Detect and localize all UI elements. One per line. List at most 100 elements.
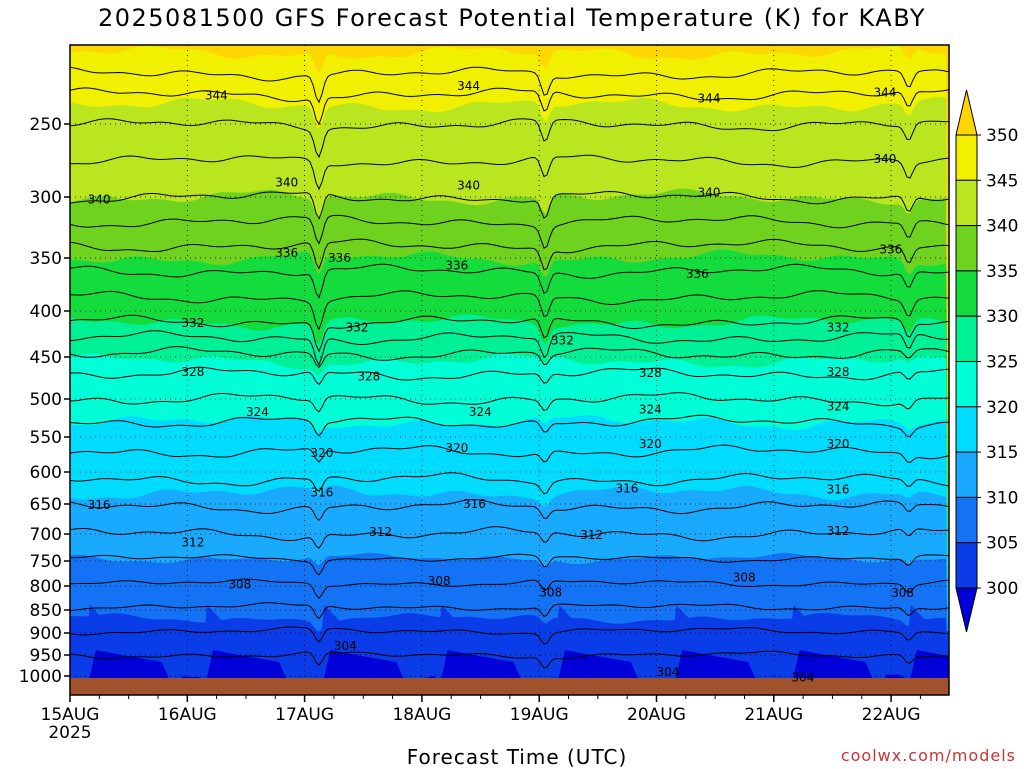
contour-label: 332 bbox=[346, 321, 369, 335]
contour-label: 304 bbox=[334, 639, 357, 653]
contour-346 bbox=[70, 87, 949, 126]
x-tick-label: 16AUG bbox=[158, 705, 217, 725]
colorbar-segment bbox=[955, 451, 978, 498]
y-tick-label: 500 bbox=[30, 390, 62, 410]
contour-330 bbox=[70, 314, 949, 353]
contour-label: 304 bbox=[791, 671, 814, 685]
colorbar-segment bbox=[955, 542, 978, 589]
contour-304 bbox=[70, 626, 949, 645]
chart-title: 2025081500 GFS Forecast Potential Temper… bbox=[97, 4, 927, 32]
contour-label: 324 bbox=[246, 405, 269, 419]
contour-label: 316 bbox=[615, 482, 638, 496]
contour-label: 320 bbox=[639, 437, 662, 451]
contour-label: 316 bbox=[463, 497, 486, 511]
y-tick-label: 400 bbox=[30, 302, 62, 322]
contour-label: 336 bbox=[686, 267, 709, 281]
contour-label: 332 bbox=[181, 316, 204, 330]
colorbar-segment bbox=[955, 361, 978, 408]
contour-308 bbox=[70, 578, 949, 599]
colorbar-label: 330 bbox=[986, 307, 1018, 327]
contour-label: 328 bbox=[827, 365, 850, 379]
contour-344 bbox=[70, 118, 949, 159]
x-tick-label: 21AUG bbox=[744, 705, 803, 725]
contour-label: 336 bbox=[275, 246, 298, 260]
contour-332 bbox=[70, 290, 949, 331]
y-tick-label: 1000 bbox=[19, 667, 62, 687]
colorbar-extend-bottom bbox=[955, 587, 978, 633]
contour-label: 340 bbox=[698, 186, 721, 200]
x-year-label: 2025 bbox=[48, 723, 91, 743]
contour-label: 320 bbox=[310, 446, 333, 460]
contour-306 bbox=[70, 602, 949, 620]
contour-label: 308 bbox=[428, 574, 451, 588]
contour-label: 340 bbox=[88, 192, 111, 206]
contour-334 bbox=[70, 263, 949, 299]
contour-label: 324 bbox=[469, 405, 492, 419]
x-tick-label: 22AUG bbox=[862, 705, 921, 725]
y-axis: 250 300 350 400 450 500 550 600 650 700 750 800 850 9… bbox=[19, 115, 70, 687]
contour-328 bbox=[70, 330, 949, 366]
y-tick-label: 700 bbox=[30, 525, 62, 545]
colorbar-label: 335 bbox=[986, 262, 1018, 282]
contour-labels: 344 344 344 344 340 340 340 340 340 336 336 336 336 3… bbox=[88, 79, 914, 685]
contour-label: 312 bbox=[580, 528, 603, 542]
y-tick-label: 950 bbox=[30, 646, 62, 666]
y-tick-label: 850 bbox=[30, 601, 62, 621]
colorbar-segment bbox=[955, 406, 978, 453]
contour-label: 336 bbox=[328, 251, 351, 265]
colorbar-segment bbox=[955, 134, 978, 181]
y-tick-label: 450 bbox=[30, 348, 62, 368]
y-tick-label: 750 bbox=[30, 552, 62, 572]
contour-label: 340 bbox=[457, 178, 480, 192]
contour-340 bbox=[70, 190, 949, 220]
contour-label: 324 bbox=[639, 403, 662, 417]
x-tick-label: 20AUG bbox=[627, 705, 686, 725]
contour-label: 336 bbox=[879, 242, 902, 256]
contour-label: 316 bbox=[310, 485, 333, 499]
x-tick-label: 15AUG bbox=[41, 705, 100, 725]
colorbar-label: 300 bbox=[986, 579, 1018, 599]
colorbar-label: 345 bbox=[986, 171, 1018, 191]
contour-320 bbox=[70, 414, 949, 438]
contour-324 bbox=[70, 366, 949, 386]
x-tick-label: 18AUG bbox=[392, 705, 451, 725]
contour-label: 304 bbox=[657, 665, 680, 679]
grid-lines bbox=[70, 45, 949, 695]
contour-label: 332 bbox=[551, 333, 574, 347]
x-tick-label: 17AUG bbox=[275, 705, 334, 725]
x-tick-label: 19AUG bbox=[510, 705, 569, 725]
y-tick-label: 900 bbox=[30, 624, 62, 644]
contour-322 bbox=[70, 392, 949, 413]
y-tick-label: 800 bbox=[30, 577, 62, 597]
contour-326 bbox=[70, 346, 949, 368]
y-tick-label: 250 bbox=[30, 115, 62, 135]
contour-label: 308 bbox=[539, 586, 562, 600]
ground-surface bbox=[70, 678, 949, 695]
contour-310 bbox=[70, 553, 949, 576]
colorbar-label: 310 bbox=[986, 488, 1018, 508]
contour-318 bbox=[70, 444, 949, 464]
contour-label: 344 bbox=[874, 85, 897, 99]
contour-label: 308 bbox=[891, 586, 914, 600]
contour-label: 308 bbox=[733, 571, 756, 585]
x-axis-label: Forecast Time (UTC) bbox=[406, 745, 628, 769]
colorbar-label: 315 bbox=[986, 443, 1018, 463]
contour-label: 344 bbox=[205, 89, 228, 103]
contour-342 bbox=[70, 154, 949, 191]
y-tick-label: 300 bbox=[30, 188, 62, 208]
colorbar-label: 325 bbox=[986, 353, 1018, 373]
contour-label: 340 bbox=[275, 175, 298, 189]
y-tick-label: 550 bbox=[30, 428, 62, 448]
colorbar: 350 345 340 335 330 325 320 315 310 305 300 bbox=[955, 89, 1018, 633]
contour-lines bbox=[70, 66, 949, 669]
y-tick-label: 350 bbox=[30, 249, 62, 269]
contour-314 bbox=[70, 499, 949, 522]
colorbar-label: 305 bbox=[986, 534, 1018, 554]
colorbar-segment bbox=[955, 270, 978, 317]
contour-label: 328 bbox=[357, 369, 380, 383]
colorbar-label: 350 bbox=[986, 126, 1018, 146]
colorbar-segment bbox=[955, 315, 978, 363]
credit-link[interactable]: coolwx.com/models bbox=[840, 746, 1016, 765]
colorbar-label: 320 bbox=[986, 398, 1018, 418]
